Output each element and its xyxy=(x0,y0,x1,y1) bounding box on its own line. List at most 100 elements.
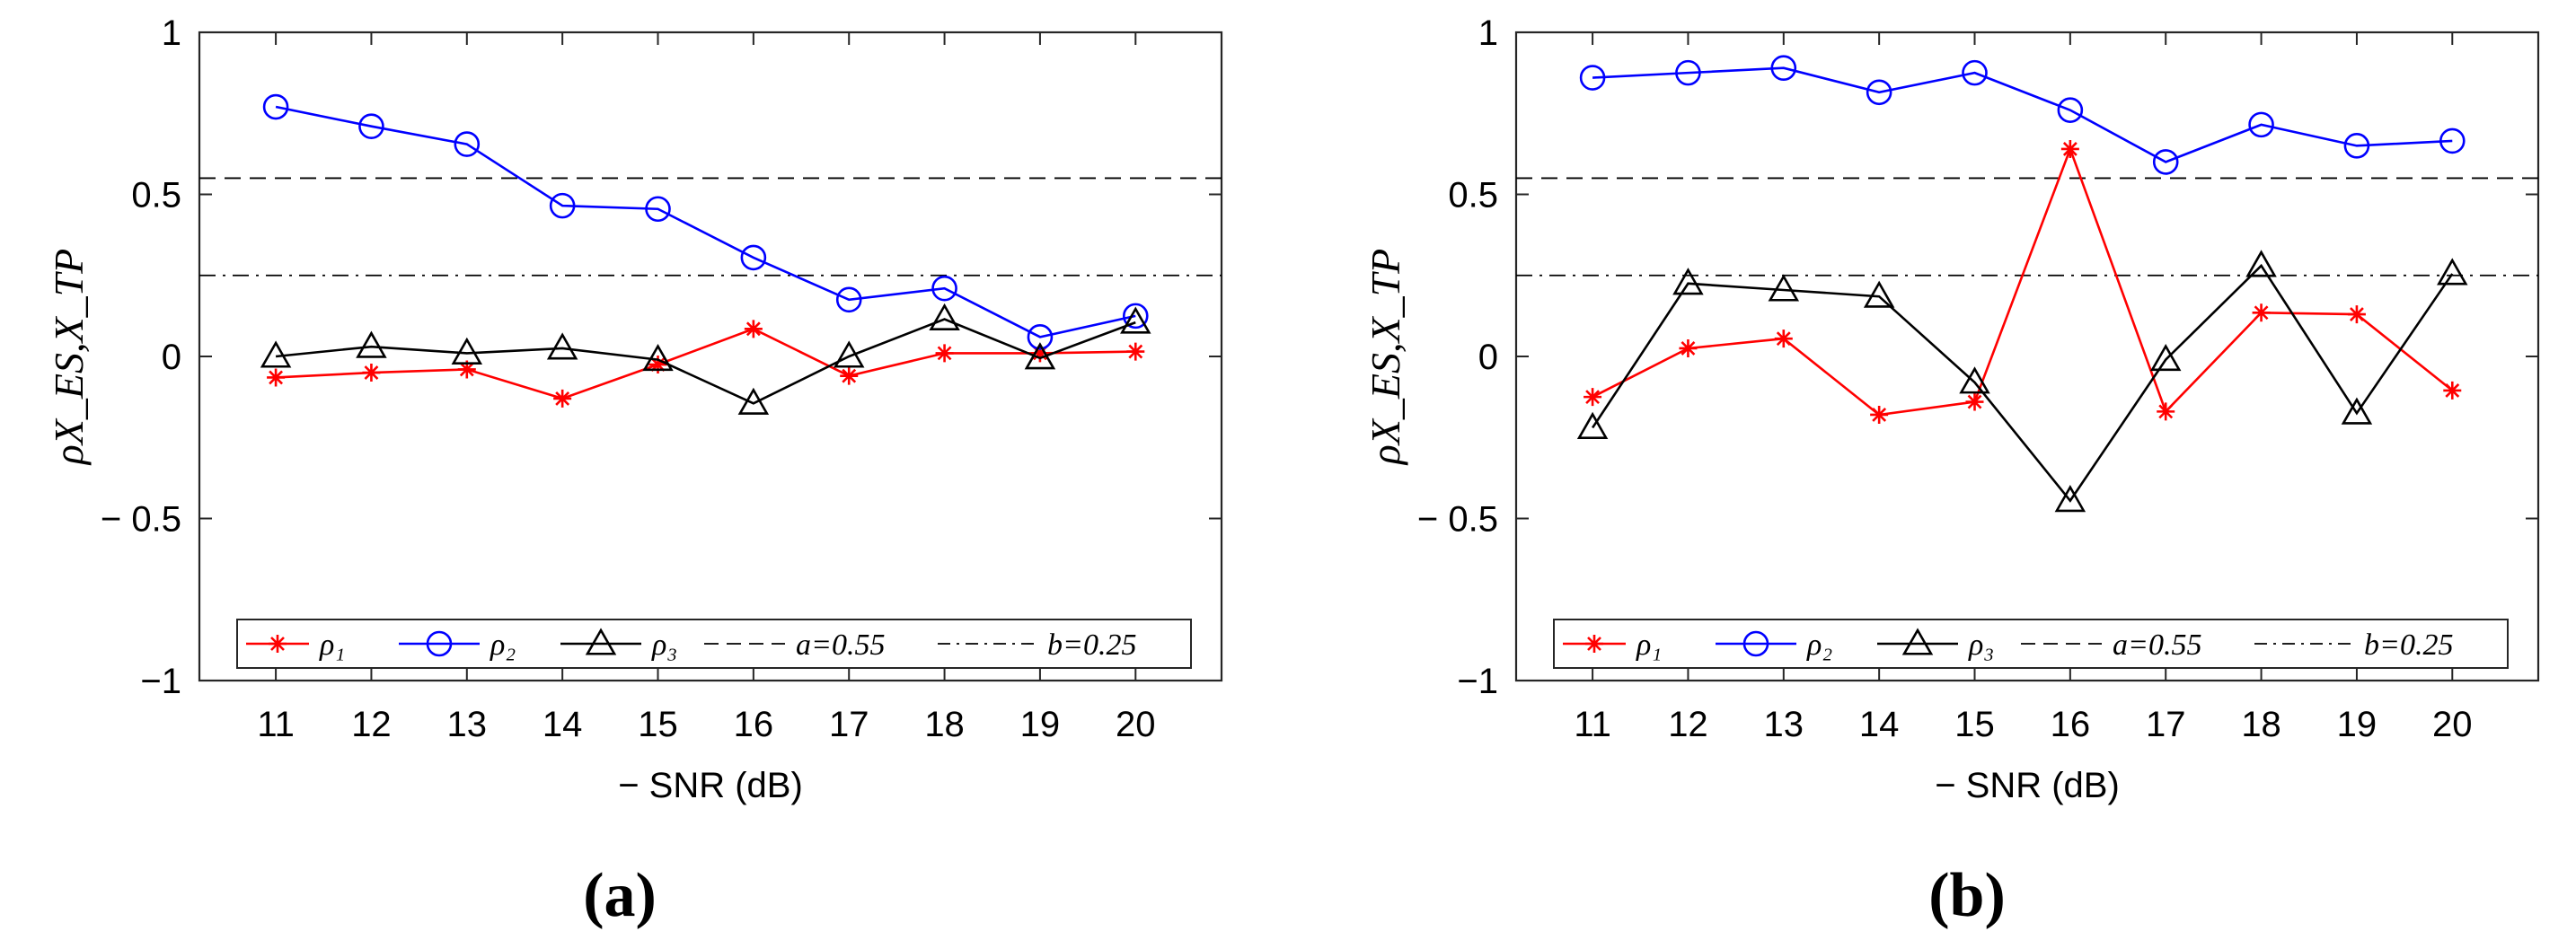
data-point-rho1-shape xyxy=(1679,338,1698,357)
panel-label: (a) xyxy=(583,861,657,930)
data-point-rho2 xyxy=(835,286,862,313)
data-point-rho1-shape xyxy=(2060,139,2079,158)
data-point-rho1 xyxy=(553,389,572,408)
data-point-rho2-shape xyxy=(645,196,671,223)
data-point-rho2-shape xyxy=(2343,133,2370,159)
data-point-rho3 xyxy=(451,337,483,365)
legend-marker-shape xyxy=(585,628,617,655)
data-point-rho2 xyxy=(454,131,481,157)
legend-item-a: a=0.55 xyxy=(704,628,885,662)
legend-item-b: b=0.25 xyxy=(2254,628,2453,662)
data-point-rho3 xyxy=(1768,274,1800,302)
legend-label: ρ₁ xyxy=(1636,628,1662,662)
data-point-rho2 xyxy=(2248,111,2274,138)
data-point-rho1-shape xyxy=(2252,303,2271,322)
legend-label: ρ₂ xyxy=(1806,628,1832,662)
legend-marker xyxy=(1585,635,1603,653)
data-point-rho1-shape xyxy=(1126,342,1145,361)
series-line-rho1 xyxy=(276,327,1136,400)
legend-label: ρ₃ xyxy=(1968,628,1994,662)
data-point-rho1-shape xyxy=(1774,330,1793,348)
data-point-rho3-shape xyxy=(2245,250,2277,277)
y-tick-label: − 0.5 xyxy=(1417,500,1498,540)
legend-label: a=0.55 xyxy=(2113,628,2201,662)
data-point-rho2 xyxy=(2439,127,2466,154)
data-point-rho3 xyxy=(260,340,292,368)
data-point-rho3-shape xyxy=(1959,366,1990,394)
data-point-rho3-shape xyxy=(1863,280,1895,308)
data-point-rho2-shape xyxy=(1027,324,1054,350)
data-point-rho2-shape xyxy=(1866,79,1892,106)
data-point-rho1-shape xyxy=(935,344,954,363)
x-tick-label: 13 xyxy=(1764,705,1804,744)
y-tick-label: 1 xyxy=(162,13,181,53)
data-point-rho3 xyxy=(1024,342,1056,370)
series-line-rho1 xyxy=(1592,145,2454,417)
data-point-rho3-shape xyxy=(451,337,483,365)
data-point-rho3 xyxy=(1672,268,1704,295)
legend-label: b=0.25 xyxy=(2364,628,2453,662)
legend-marker xyxy=(1742,630,1769,657)
legend-label: ρ₁ xyxy=(319,628,345,662)
data-point-rho3-shape xyxy=(833,340,865,368)
data-point-rho2 xyxy=(931,275,957,302)
x-tick-label: 16 xyxy=(2051,705,2091,744)
data-point-rho1 xyxy=(1965,392,1984,411)
data-point-rho1 xyxy=(1030,344,1049,363)
x-tick-label: 17 xyxy=(2146,705,2186,744)
legend: ρ₁ ρ₂ ρ₃ a=0.55 b=0.25 xyxy=(1553,619,2509,669)
legend-marker xyxy=(585,628,617,655)
y-axis-label: ρX_ES,X_TP xyxy=(46,249,92,467)
data-point-rho1-shape xyxy=(457,360,476,379)
data-point-rho3-shape xyxy=(1576,411,1609,439)
data-point-rho1 xyxy=(1774,330,1793,348)
data-point-rho3-shape xyxy=(546,332,578,360)
data-point-rho1 xyxy=(362,364,381,382)
legend-label: ρ₃ xyxy=(651,628,677,662)
data-point-rho2 xyxy=(740,244,767,271)
data-point-rho2 xyxy=(645,196,671,223)
data-point-rho1 xyxy=(840,366,859,385)
legend-label: ρ₂ xyxy=(490,628,516,662)
data-point-rho2-shape xyxy=(2248,111,2274,138)
data-point-rho2-shape xyxy=(931,275,957,302)
data-point-rho3 xyxy=(1863,280,1895,308)
data-point-rho2 xyxy=(1579,65,1606,91)
data-point-rho2 xyxy=(1962,59,1988,86)
y-tick-label: 0.5 xyxy=(131,176,181,215)
legend-marker-shape xyxy=(1585,635,1603,653)
data-point-rho1-shape xyxy=(2347,305,2366,324)
data-point-rho3 xyxy=(1576,411,1609,439)
data-point-rho3 xyxy=(546,332,578,360)
data-point-rho2 xyxy=(262,93,289,120)
data-point-rho2 xyxy=(358,113,384,139)
x-tick-label: 16 xyxy=(734,705,774,744)
data-point-rho2 xyxy=(1027,324,1054,350)
data-point-rho2-shape xyxy=(835,286,862,313)
y-axis-label: ρX_ES,X_TP xyxy=(1363,249,1408,467)
data-point-rho3-shape xyxy=(1120,306,1151,334)
data-point-rho3 xyxy=(833,340,865,368)
legend-item-a: a=0.55 xyxy=(2021,628,2201,662)
data-point-rho1-shape xyxy=(1030,344,1049,363)
data-point-rho3 xyxy=(737,387,770,415)
data-point-rho1 xyxy=(1584,388,1602,407)
data-point-rho2-shape xyxy=(740,244,767,271)
data-point-rho1-shape xyxy=(362,364,381,382)
y-tick-label: −1 xyxy=(140,662,181,701)
x-tick-label: 15 xyxy=(638,705,678,744)
legend-item-rho2: ρ₂ xyxy=(399,628,516,662)
data-point-rho2-shape xyxy=(1579,65,1606,91)
data-point-rho2 xyxy=(2057,97,2084,123)
y-tick-label: − 0.5 xyxy=(101,500,181,540)
plot-area-frame xyxy=(198,31,1223,682)
legend-marker-shape xyxy=(1901,628,1934,655)
data-point-rho2 xyxy=(2343,133,2370,159)
y-tick-label: 0 xyxy=(162,338,181,377)
x-tick-label: 20 xyxy=(2432,705,2473,744)
legend-item-rho3: ρ₃ xyxy=(1877,628,1994,662)
legend-label: a=0.55 xyxy=(796,628,885,662)
data-point-rho2 xyxy=(2152,149,2179,175)
